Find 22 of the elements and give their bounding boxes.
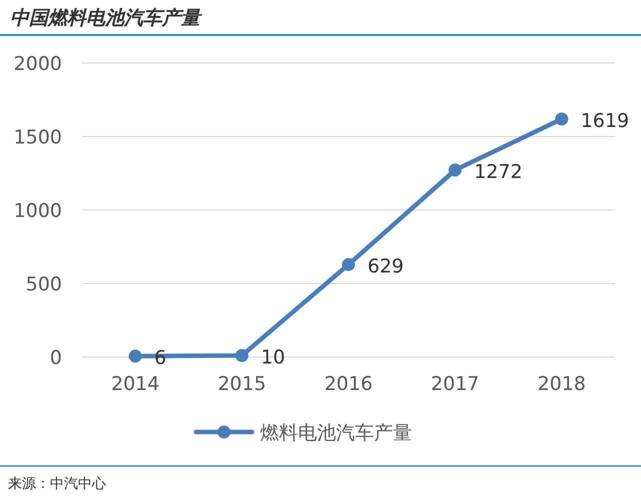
point xyxy=(342,258,355,272)
x-tick-label: 2014 xyxy=(111,373,160,395)
point xyxy=(555,112,568,126)
source-note: 来源：中汽中心 xyxy=(8,476,106,492)
data-label: 629 xyxy=(368,256,404,278)
data-label: 10 xyxy=(260,346,286,369)
data-label: 1272 xyxy=(474,161,522,184)
point xyxy=(448,164,462,177)
y-tick-label: 0 xyxy=(50,347,62,369)
point xyxy=(128,350,142,363)
chart-title: 中国燃料电池汽车产量 xyxy=(10,7,203,29)
x-tick-label: 2018 xyxy=(538,373,586,395)
data-label: 1619 xyxy=(580,110,630,132)
x-tick-label: 2017 xyxy=(430,373,480,395)
y-tick-label: 1500 xyxy=(14,126,62,148)
y-tick-label: 2000 xyxy=(14,53,62,75)
y-tick-label: 1000 xyxy=(14,200,62,222)
point xyxy=(235,349,248,362)
x-tick-label: 2015 xyxy=(218,373,266,395)
x-tick-label: 2016 xyxy=(324,373,373,395)
y-tick-label: 500 xyxy=(26,274,62,296)
legend-label: 燃料电池汽车产量 xyxy=(260,422,412,444)
